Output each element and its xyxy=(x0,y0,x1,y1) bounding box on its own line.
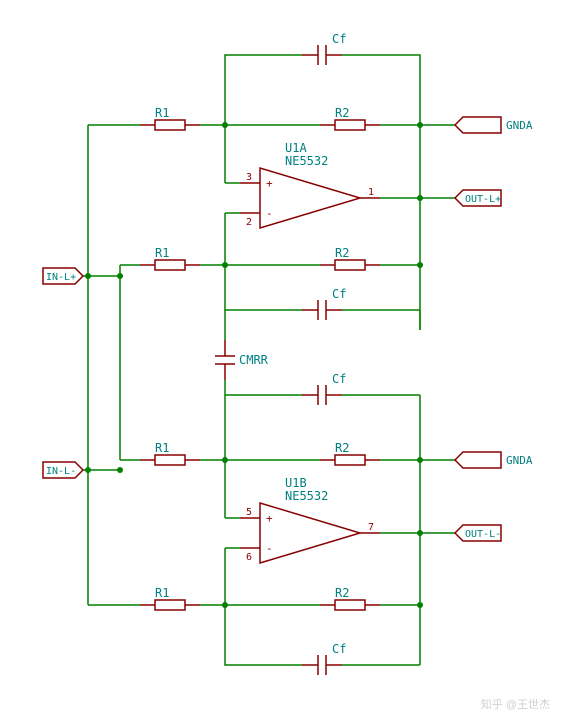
port-gnda-1 xyxy=(455,117,501,133)
resistor-label: R1 xyxy=(155,441,169,455)
pin-num: 7 xyxy=(368,522,374,533)
opamp-u1a xyxy=(260,168,360,228)
port-label: OUT-L- xyxy=(465,529,501,540)
resistor-label: R2 xyxy=(335,441,349,455)
cap-label: Cf xyxy=(332,372,346,386)
resistor-label: R2 xyxy=(335,586,349,600)
port-gnda-2 xyxy=(455,452,501,468)
resistor-r2-top1 xyxy=(335,120,365,130)
watermark: 知乎 @王世杰 xyxy=(481,697,550,711)
resistor-r1-bot1 xyxy=(155,260,185,270)
resistor-r1-top2 xyxy=(155,455,185,465)
cap-label: Cf xyxy=(332,32,346,46)
opamp-value: NE5532 xyxy=(285,154,328,168)
opamp-ref: U1A xyxy=(285,141,307,155)
resistor-label: R1 xyxy=(155,106,169,120)
opamp-u1b xyxy=(260,503,360,563)
pin-num: 2 xyxy=(246,217,252,228)
opamp-minus: - xyxy=(266,207,273,220)
resistor-label: R1 xyxy=(155,586,169,600)
opamp-plus: + xyxy=(266,512,273,525)
schematic-diagram: CfR1R2GNDA+-321U1ANE5532OUT-L+R1R2CfIN-L… xyxy=(0,0,561,715)
pin-num: 3 xyxy=(246,172,252,183)
cap-label: Cf xyxy=(332,287,346,301)
port-label: OUT-L+ xyxy=(465,194,501,205)
opamp-plus: + xyxy=(266,177,273,190)
cap-label: Cf xyxy=(332,642,346,656)
resistor-label: R2 xyxy=(335,246,349,260)
port-label: IN-L+ xyxy=(46,272,76,283)
resistor-r1-bot2 xyxy=(155,600,185,610)
opamp-minus: - xyxy=(266,542,273,555)
resistor-label: R2 xyxy=(335,106,349,120)
opamp-ref: U1B xyxy=(285,476,307,490)
pin-num: 6 xyxy=(246,552,252,563)
pin-num: 5 xyxy=(246,507,252,518)
resistor-r2-bot1 xyxy=(335,260,365,270)
pin-num: 1 xyxy=(368,187,374,198)
port-label: IN-L- xyxy=(46,466,76,477)
resistor-r2-top2 xyxy=(335,455,365,465)
resistor-label: R1 xyxy=(155,246,169,260)
port-label: GNDA xyxy=(506,454,533,467)
port-label: GNDA xyxy=(506,119,533,132)
resistor-r1-top1 xyxy=(155,120,185,130)
cap-label: CMRR xyxy=(239,353,269,367)
opamp-value: NE5532 xyxy=(285,489,328,503)
resistor-r2-bot2 xyxy=(335,600,365,610)
